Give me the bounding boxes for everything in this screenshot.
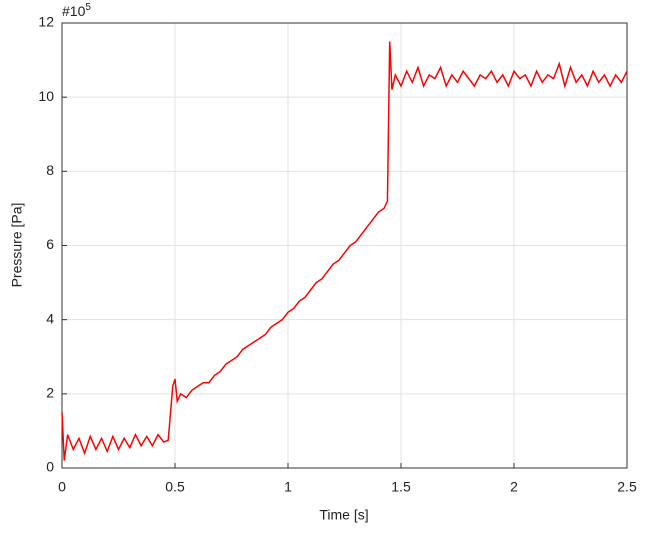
x-tick-label: 0.5 [165,479,185,495]
y-tick-label: 4 [46,310,54,326]
x-tick-label: 2 [510,479,518,495]
y-tick-label: 12 [38,14,54,30]
y-axis-label: Pressure [Pa] [9,203,25,288]
y-tick-label: 8 [46,162,54,178]
y-tick-label: 6 [46,236,54,252]
x-tick-label: 1 [284,479,292,495]
y-tick-label: 10 [38,88,54,104]
x-tick-label: 2.5 [617,479,637,495]
y-multiplier: #105 [62,2,91,19]
x-axis-label: Time [s] [319,507,368,523]
x-tick-label: 0 [58,479,66,495]
y-multiplier-base: #10 [62,3,86,19]
plot-frame [61,22,628,469]
x-tick-label: 1.5 [391,479,411,495]
y-tick-label: 2 [46,385,54,401]
data-line [61,41,628,461]
y-multiplier-power: 5 [85,2,91,13]
y-tick-label: 0 [46,459,54,475]
